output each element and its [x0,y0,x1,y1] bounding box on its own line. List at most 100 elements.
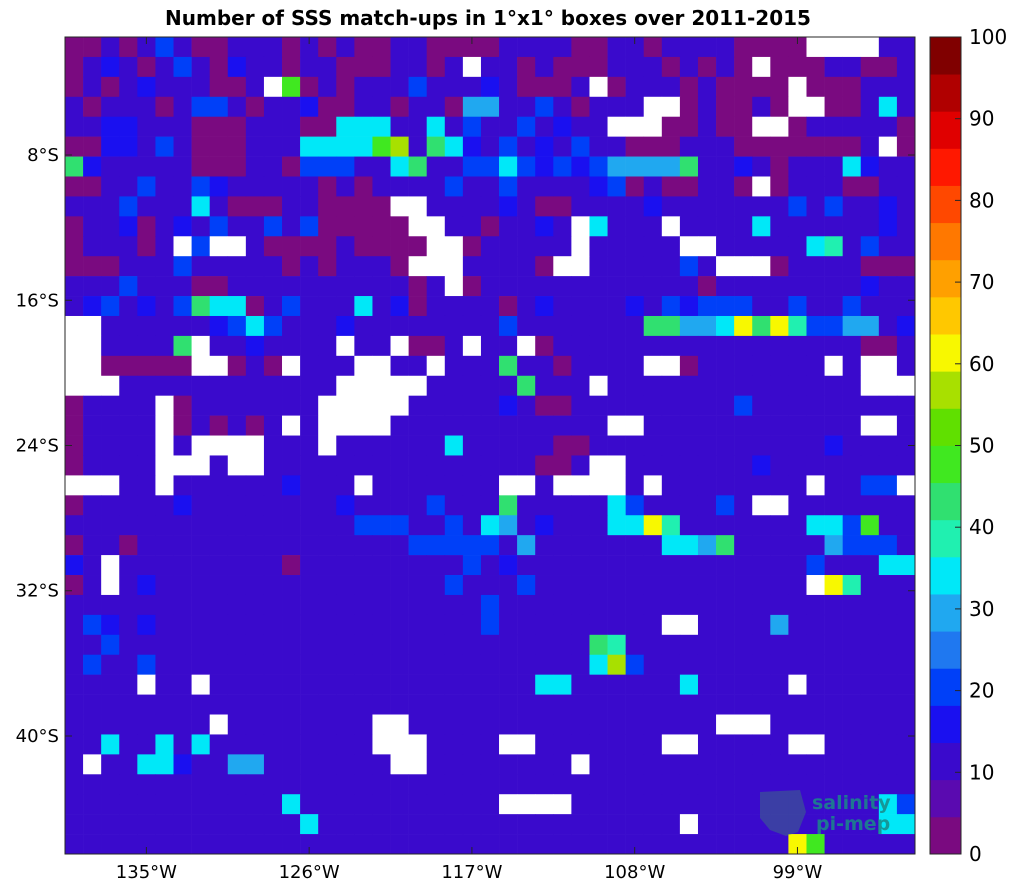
heatmap-cell [806,475,825,496]
heatmap-cell [517,654,536,675]
heatmap-cell [282,156,301,177]
heatmap-cell [806,236,825,257]
heatmap-cell [643,355,663,377]
heatmap-cell [878,276,898,297]
heatmap-cell [282,475,301,496]
heatmap-cell [444,555,464,576]
heatmap-cell [752,475,771,496]
heatmap-cell [263,176,283,197]
heatmap-cell [101,714,120,735]
heatmap-cell [535,674,554,695]
heatmap-cell [788,375,807,396]
heatmap-cell [535,555,554,576]
heatmap-cell [372,76,391,98]
heatmap-cell [462,475,482,496]
heatmap-cell [65,435,84,456]
heatmap-cell [643,814,663,835]
heatmap-cell [499,794,518,815]
heatmap-cell [499,355,518,377]
heatmap-cell [752,256,771,277]
heatmap-cell [842,136,862,157]
heatmap-cell [517,276,536,297]
heatmap-cell [480,555,500,576]
heatmap-cell [462,56,482,78]
heatmap-cell [83,814,102,835]
heatmap-cell [752,535,771,556]
heatmap-cell [390,594,409,616]
colorbar-tick-label: 50 [969,434,994,458]
heatmap-cell [462,96,482,118]
heatmap-cell [191,774,210,795]
heatmap-cell [661,76,681,98]
heatmap-cell [788,355,807,377]
heatmap-cell [300,276,319,297]
heatmap-cell [553,196,572,217]
heatmap-cell [155,375,174,396]
heatmap-cell [101,794,120,815]
heatmap-cell [896,754,916,775]
heatmap-cell [896,335,916,357]
heatmap-cell [209,156,229,177]
heatmap-cell [83,634,102,656]
heatmap-cell [625,455,645,476]
heatmap-cell [119,96,138,118]
heatmap-cell [191,56,210,78]
heatmap-cell [137,455,156,476]
heatmap-cell [426,37,446,58]
heatmap-cell [155,176,174,197]
heatmap-cell [499,256,518,277]
heatmap-cell [336,76,355,98]
heatmap-cell [191,415,210,436]
heatmap-cell [372,694,391,715]
heatmap-cell [173,674,192,695]
heatmap-cell [480,794,500,815]
heatmap-cell [137,774,156,795]
heatmap-cell [426,415,446,436]
heatmap-cell [824,136,843,157]
heatmap-cell [679,136,699,157]
heatmap-cell [444,634,464,656]
heatmap-cell [878,714,898,735]
heatmap-cell [896,734,916,755]
heatmap-cell [607,216,626,237]
heatmap-cell [770,674,789,695]
heatmap-cell [408,256,428,277]
heatmap-cell [625,116,645,137]
heatmap-cell [716,714,735,735]
heatmap-cell [426,96,446,118]
heatmap-cell [227,575,247,596]
heatmap-cell [408,535,428,556]
heatmap-cell [770,535,789,556]
heatmap-cell [517,156,536,177]
y-tick-label: 24°S [16,436,59,457]
heatmap-cell [625,256,645,277]
heatmap-cell [553,614,572,636]
heatmap-cell [896,296,916,317]
heatmap-cell [697,634,717,656]
heatmap-cell [607,814,626,835]
heatmap-cell [155,96,174,118]
heatmap-cell [589,37,608,58]
heatmap-cell [697,734,717,755]
heatmap-cell [390,216,409,237]
heatmap-cell [191,654,210,675]
heatmap-cell [679,714,699,735]
heatmap-cell [390,614,409,636]
heatmap-cell [191,276,210,297]
heatmap-cell [372,714,391,735]
heatmap-cell [318,834,337,855]
heatmap-cell [878,814,898,835]
heatmap-cell [282,96,301,118]
heatmap-cell [191,256,210,277]
heatmap-cell [300,296,319,317]
heatmap-cell [661,634,681,656]
heatmap-cell [282,315,301,337]
heatmap-cell [734,495,753,516]
heatmap-cell [571,395,590,416]
heatmap-cell [101,76,120,98]
heatmap-cell [860,76,880,98]
colorbar-segment [930,742,961,781]
heatmap-cell [282,116,301,137]
heatmap-cell [842,455,862,476]
heatmap-cell [824,694,843,715]
